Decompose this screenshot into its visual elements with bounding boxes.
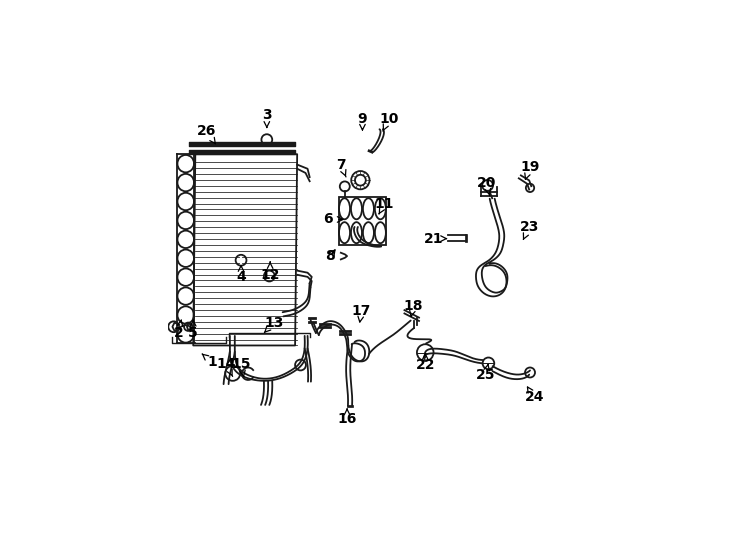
Text: 24: 24 [524,387,544,404]
Text: 6: 6 [324,212,343,226]
Text: 4: 4 [236,266,246,284]
Text: 2: 2 [174,320,184,340]
Text: 3: 3 [262,107,272,127]
Text: 15: 15 [231,357,251,377]
Text: 11: 11 [375,197,394,214]
Text: 8: 8 [326,249,335,263]
Text: 20: 20 [476,176,496,196]
Text: 23: 23 [520,220,539,239]
Text: 1: 1 [202,354,217,369]
Text: 22: 22 [415,354,435,372]
Text: 5: 5 [189,320,198,340]
Text: 25: 25 [476,364,495,382]
Text: 16: 16 [338,409,357,426]
Text: 19: 19 [520,160,539,179]
Text: 9: 9 [357,112,367,130]
Text: 14: 14 [217,357,236,376]
Text: 10: 10 [379,112,399,131]
Text: 12: 12 [261,262,280,282]
Text: 18: 18 [404,299,424,316]
Text: 13: 13 [264,315,284,333]
Text: 7: 7 [336,158,346,177]
Bar [338,197,386,245]
Text: 26: 26 [197,124,217,144]
Text: 21: 21 [424,232,446,246]
Text: 17: 17 [352,304,371,322]
